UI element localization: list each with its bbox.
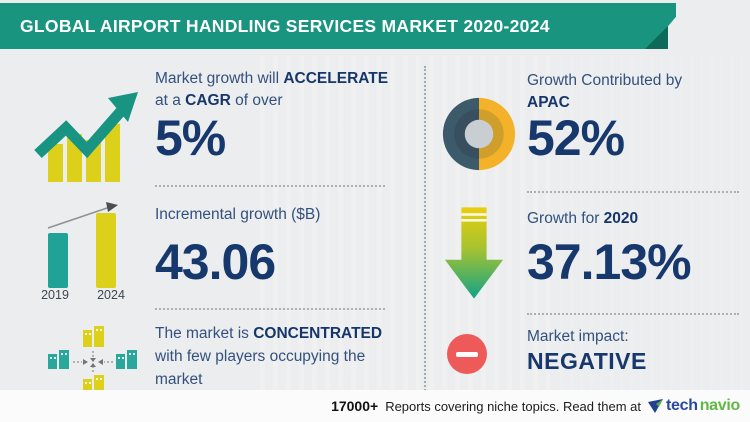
cagr-value: 5% xyxy=(155,110,226,166)
market-concentration-buildings-icon xyxy=(48,326,137,396)
decline-arrow-icon xyxy=(444,207,504,299)
impact-value: NEGATIVE xyxy=(527,348,647,374)
concentration-text: The market is CONCENTRATED with few play… xyxy=(155,322,403,391)
footer-note: Reports covering niche topics. Read them… xyxy=(385,398,641,414)
growth-2020-label: Growth for 2020 xyxy=(527,208,742,230)
growth-2020-pre: Growth for xyxy=(527,210,604,227)
cagr-label-text: Market growth will xyxy=(155,70,284,87)
divider-right-2 xyxy=(527,313,739,315)
cagr-label: Market growth will ACCELERATE at a CAGR … xyxy=(155,68,415,112)
incremental-label: Incremental growth ($B) xyxy=(155,206,321,223)
bar-year-labels: 2019 2024 xyxy=(38,288,128,302)
cagr-label-bold: ACCELERATE xyxy=(283,70,389,87)
concentration-post: with few players occupying the market xyxy=(155,348,366,388)
column-divider xyxy=(424,66,426,394)
technavio-logo: tech navio xyxy=(648,397,740,415)
growth-2020-value: 37.13% xyxy=(527,234,692,290)
cagr-label-text3: of over xyxy=(230,92,283,109)
minus-icon xyxy=(456,351,478,357)
brand-navio: navio xyxy=(699,397,741,414)
technavio-flag-icon xyxy=(648,398,663,413)
brand-tech: tech xyxy=(666,397,698,414)
divider-right-1 xyxy=(527,191,739,193)
report-count: 17000+ xyxy=(331,398,379,414)
incremental-value: 43.06 xyxy=(155,234,276,290)
concentration-pre: The market is xyxy=(155,325,254,342)
cagr-label-text2: at a xyxy=(155,92,186,109)
header-ribbon xyxy=(0,3,676,49)
footer-bar: 17000+ Reports covering niche topics. Re… xyxy=(0,390,750,422)
cagr-label-bold2: CAGR xyxy=(185,92,231,109)
divider-mid-2 xyxy=(155,308,385,310)
concentration-bold: CONCENTRATED xyxy=(253,325,383,342)
divider-mid-1 xyxy=(155,185,385,187)
impact-label: Market impact: xyxy=(527,328,629,345)
page-title: GLOBAL AIRPORT HANDLING SERVICES MARKET … xyxy=(20,16,550,36)
apac-label-line2: APAC xyxy=(527,94,570,111)
growth-trend-icon xyxy=(34,92,138,182)
apac-label-line1: Growth Contributed by xyxy=(527,72,683,89)
incremental-growth-bars-icon xyxy=(47,202,118,288)
bar-label-2019: 2019 xyxy=(41,288,69,302)
bar-label-2024: 2024 xyxy=(97,288,125,302)
apac-donut-chart xyxy=(442,97,516,171)
apac-label: Growth Contributed by APAC xyxy=(527,70,742,114)
apac-value: 52% xyxy=(527,110,625,166)
growth-2020-year: 2020 xyxy=(603,210,639,227)
negative-impact-icon xyxy=(447,334,487,374)
